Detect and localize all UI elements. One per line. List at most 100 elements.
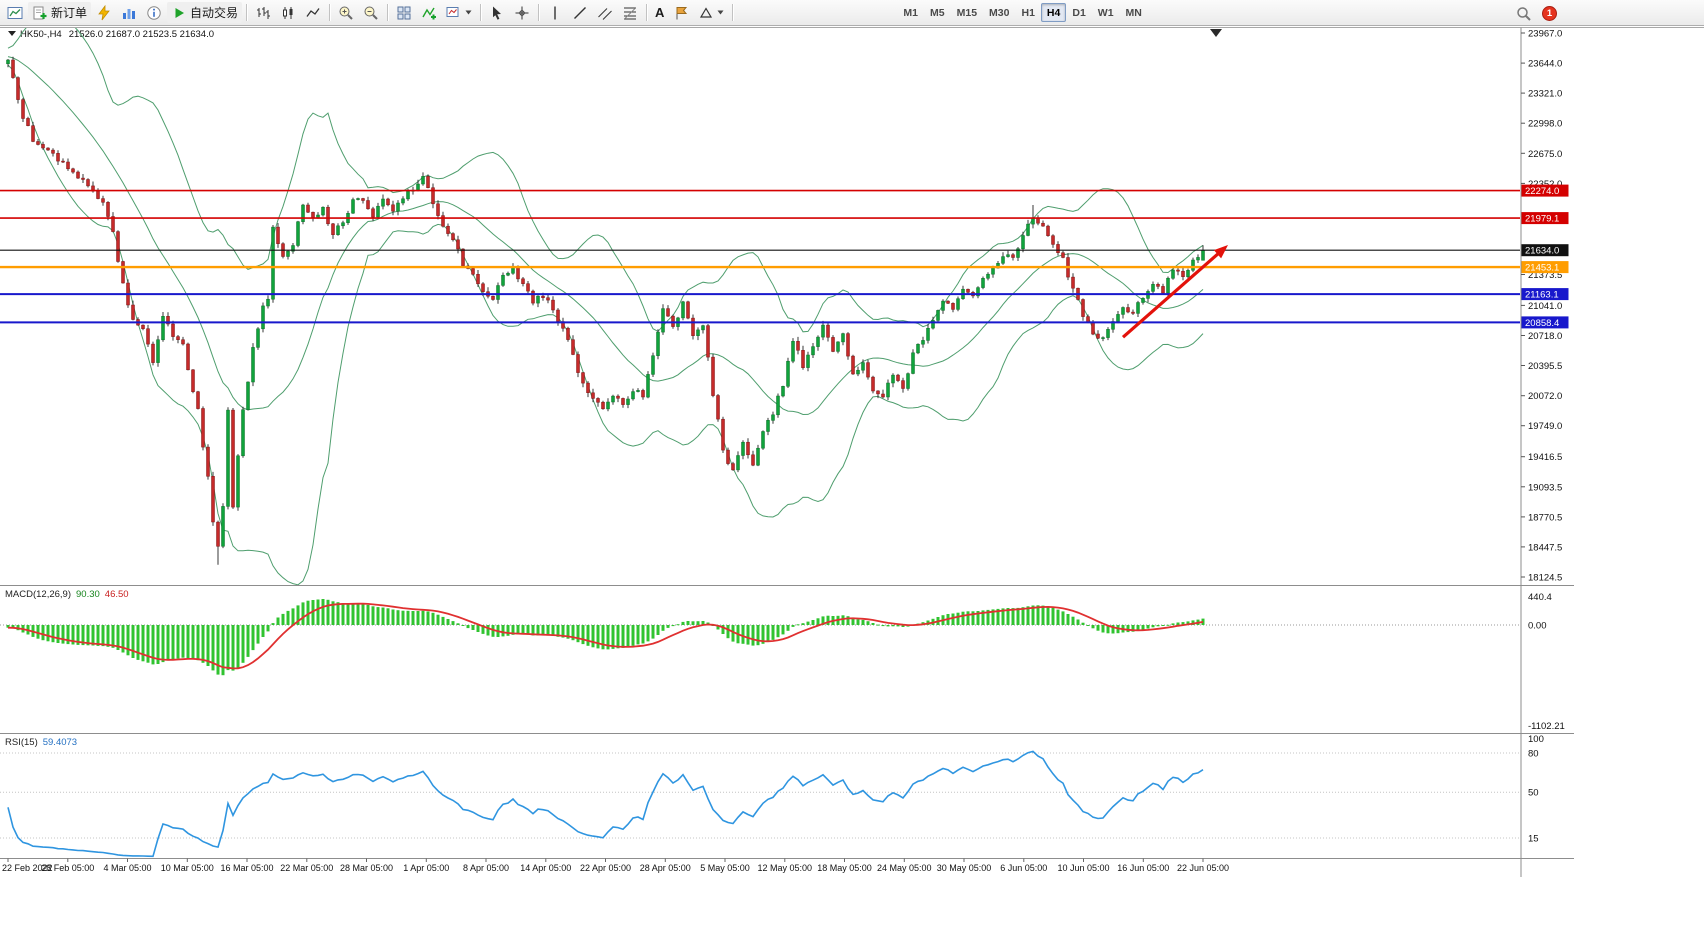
annot-layer: [1121, 29, 1228, 339]
macd-layer: [0, 599, 1520, 676]
tf-button-h4[interactable]: H4: [1040, 3, 1067, 22]
notification-badge[interactable]: 1: [1542, 6, 1557, 21]
price-tick: 20395.5: [1528, 361, 1562, 372]
time-tick: 22 Mar 05:00: [280, 863, 333, 873]
price-badge-21979.1: [1521, 212, 1569, 225]
price-tick: 23644.0: [1528, 59, 1562, 70]
search-icon[interactable]: [1512, 3, 1536, 24]
tf-button-mn[interactable]: MN: [1125, 7, 1142, 19]
price-tick: 22352.0: [1528, 179, 1562, 190]
autotrading-button[interactable]: 自动交易: [167, 2, 243, 23]
crosshair-tool-icon[interactable]: [510, 2, 534, 23]
time-tick: 1 Apr 05:00: [403, 863, 449, 873]
info-icon[interactable]: [142, 2, 166, 23]
ohlc-header: HK50-,H4 21526.0 21687.0 21523.5 21634.0: [20, 29, 214, 40]
price-badge-21634.0: [1521, 244, 1569, 257]
chart-shift-marker[interactable]: [1210, 29, 1222, 37]
svg-text:20858.4: 20858.4: [1525, 318, 1559, 329]
price-tick: 20072.0: [1528, 391, 1562, 402]
new-order-icon: [33, 6, 47, 19]
label-tool-icon[interactable]: [669, 2, 693, 23]
price-tick: 18447.5: [1528, 542, 1562, 553]
price-tick: 22998.0: [1528, 119, 1562, 130]
line-chart-type-icon[interactable]: [301, 2, 325, 23]
bar-chart-type-icon[interactable]: [251, 2, 275, 23]
time-tick: 24 May 05:00: [877, 863, 932, 873]
time-tick: 8 Apr 05:00: [463, 863, 509, 873]
tf-button-w1[interactable]: W1: [1097, 7, 1114, 19]
add-indicator-icon[interactable]: [417, 2, 441, 23]
time-tick: 22 Apr 05:00: [580, 863, 631, 873]
new-order-button[interactable]: 新订单: [28, 2, 92, 23]
toolbar-separator: [246, 4, 248, 21]
price-tick: 19093.5: [1528, 482, 1562, 493]
timeframe-toolbar: M1 M5 M15 M30 H1 H4 D1 W1 MN: [897, 3, 1147, 22]
shapes-dropdown-icon[interactable]: [694, 2, 728, 23]
price-tick: 19749.0: [1528, 421, 1562, 432]
svg-text:21453.1: 21453.1: [1525, 263, 1559, 274]
new-order-label: 新订单: [51, 6, 88, 20]
candlestick-chart-type-icon[interactable]: [276, 2, 300, 23]
price-badge-22274.0: [1521, 184, 1569, 197]
vertical-line-tool-icon[interactable]: [543, 2, 567, 23]
tf-button-m15[interactable]: M15: [956, 7, 978, 19]
price-tick: 22675.0: [1528, 149, 1562, 160]
channel-tool-icon[interactable]: [593, 2, 617, 23]
toolbar-separator: [480, 4, 482, 21]
svg-text:21163.1: 21163.1: [1525, 290, 1559, 301]
templates-dropdown-icon[interactable]: [442, 2, 476, 23]
tf-button-m1[interactable]: M1: [903, 7, 919, 19]
time-tick: 5 May 05:00: [700, 863, 750, 873]
zoom-in-icon[interactable]: [334, 2, 358, 23]
zoom-out-icon[interactable]: [359, 2, 383, 23]
fibonacci-tool-icon[interactable]: [618, 2, 642, 23]
bands-layer: [7, 28, 1204, 585]
price-tick: 23321.0: [1528, 89, 1562, 100]
tf-button-h1[interactable]: H1: [1021, 7, 1035, 19]
main-toolbar: 新订单 自动交易: [0, 0, 1704, 26]
time-tick: 14 Apr 05:00: [520, 863, 571, 873]
time-tick: 18 May 05:00: [817, 863, 872, 873]
time-tick: 28 Mar 05:00: [340, 863, 393, 873]
toolbar-separator: [329, 4, 331, 21]
tf-button-m30[interactable]: M30: [989, 7, 1010, 19]
play-icon: [175, 7, 185, 18]
toolbar-separator: [646, 4, 648, 21]
time-tick: 6 Jun 05:00: [1000, 863, 1047, 873]
time-tick: 4 Mar 05:00: [103, 863, 151, 873]
price-tick: 23967.0: [1528, 29, 1562, 40]
price-axis[interactable]: 23967.0 23644.0 23321.0 22998.0 22675.0 22352…: [0, 27, 1574, 878]
toolbar-separator: [538, 4, 540, 21]
time-tick: 12 May 05:00: [758, 863, 813, 873]
tile-windows-icon[interactable]: [392, 2, 416, 23]
svg-text:21979.1: 21979.1: [1525, 214, 1559, 225]
metaeditor-icon[interactable]: [92, 2, 116, 23]
price-badge-21453.1: [1521, 261, 1569, 274]
tf-button-m5[interactable]: M5: [930, 7, 945, 19]
time-tick: 10 Jun 05:00: [1057, 863, 1109, 873]
price-badge-20858.4: [1521, 316, 1569, 329]
cursor-tool-icon[interactable]: [485, 2, 509, 23]
caret-down-icon: [465, 10, 472, 15]
trend-arrow[interactable]: [1121, 249, 1224, 339]
symbol-dropdown-icon[interactable]: [8, 31, 16, 36]
svg-text:22274.0: 22274.0: [1525, 186, 1559, 197]
macd-axis-label: -1102.21: [1528, 721, 1565, 732]
macd-axis-label: 0.00: [1528, 621, 1547, 632]
text-tool-icon[interactable]: A: [655, 5, 665, 20]
price-tick: 18124.5: [1528, 573, 1562, 584]
lines-layer[interactable]: [0, 189, 1520, 324]
market-watch-icon[interactable]: [117, 2, 141, 23]
rsi-label: RSI(15) 59.4073: [5, 737, 77, 748]
autotrading-label: 自动交易: [190, 6, 239, 20]
tf-button-d1[interactable]: D1: [1072, 7, 1086, 19]
trend-arrow-head: [1213, 245, 1228, 259]
time-tick: 10 Mar 05:00: [161, 863, 214, 873]
price-tick: 19416.5: [1528, 452, 1562, 463]
trendline-tool-icon[interactable]: [568, 2, 592, 23]
price-badge-21163.1: [1521, 288, 1569, 301]
chart-window-icon[interactable]: [3, 2, 27, 23]
candles-layer: [6, 56, 1205, 565]
